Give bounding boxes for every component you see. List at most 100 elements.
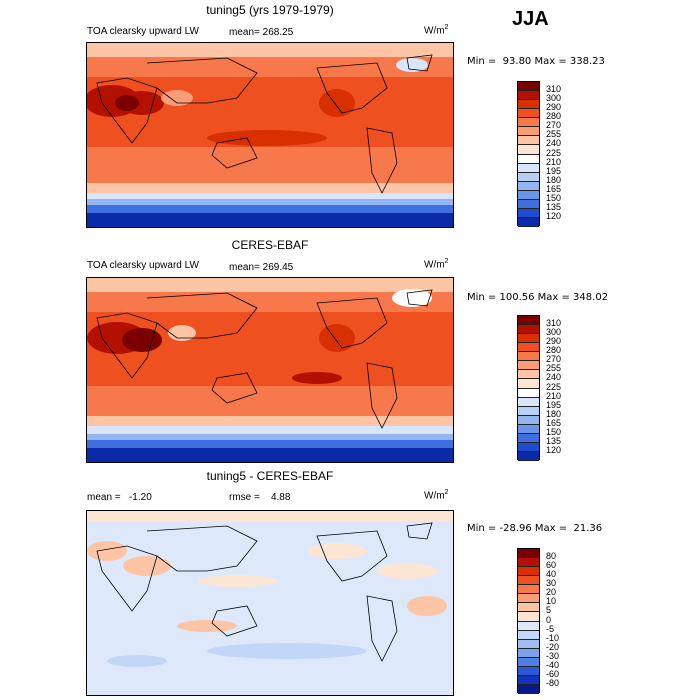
panel2-mean: mean= 269.45 (229, 262, 294, 273)
colorbar-tick-label: 120 (546, 444, 562, 455)
colorbar-tick-label: -10 (546, 632, 560, 643)
panel2-minmax: Min = 100.56 Max = 348.02 (467, 292, 609, 303)
colorbar-tick-label: 280 (546, 345, 562, 356)
panel2-title: CERES-EBAF (231, 238, 309, 252)
colorbar-tick-label: 135 (546, 201, 562, 212)
colorbar-swatch (518, 657, 539, 667)
colorbar-swatch (518, 639, 539, 649)
panel1-map (86, 42, 454, 228)
colorbar-tick-label: 255 (546, 363, 562, 374)
colorbar-swatch (518, 154, 539, 164)
panel2-units: W/m2 (424, 258, 449, 271)
colorbar-swatch (518, 325, 539, 335)
colorbar-swatch (518, 567, 539, 577)
colorbar-swatch (518, 388, 539, 398)
colorbar-swatch (518, 585, 539, 595)
colorbar-tick-label: 240 (546, 138, 562, 149)
panel2-map (86, 277, 454, 463)
colorbar-tick-label: 225 (546, 147, 562, 158)
colorbar-tick-label: 40 (546, 569, 557, 580)
colorbar-swatch (518, 82, 539, 92)
colorbar-tick-label: 180 (546, 174, 562, 185)
panel1-mean: mean= 268.25 (229, 27, 294, 38)
colorbar-tick-label: 240 (546, 372, 562, 383)
colorbar-tick-label: 310 (546, 318, 562, 329)
season-label: JJA (512, 8, 549, 30)
panel1-title: tuning5 (yrs 1979-1979) (206, 3, 334, 17)
colorbar-tick-label: 135 (546, 435, 562, 446)
colorbar-tick-label: 0 (546, 614, 552, 625)
colorbar-tick-label: -5 (546, 623, 555, 634)
colorbar-swatch (518, 406, 539, 416)
colorbar-swatch (518, 549, 539, 559)
colorbar-tick-label: 30 (546, 578, 557, 589)
panel1-map-canvas (87, 43, 453, 227)
colorbar-swatch (518, 127, 539, 137)
colorbar-swatch (518, 208, 539, 218)
colorbar-tick-label: 300 (546, 93, 562, 104)
colorbar-swatch (518, 145, 539, 155)
panel3-colorbar (517, 548, 540, 694)
colorbar-tick-label: 210 (546, 156, 562, 167)
colorbar-tick-label: 290 (546, 336, 562, 347)
panel2-colorbar-labels: 310 300 290 280 270 255 240 225 210 195 180 165 150 1… (546, 315, 586, 460)
colorbar-swatch (518, 109, 539, 119)
colorbar-tick-label: 10 (546, 596, 557, 607)
colorbar-swatch (518, 379, 539, 389)
colorbar-tick-label: 290 (546, 102, 562, 113)
colorbar-swatch (518, 352, 539, 362)
colorbar-tick-label: 280 (546, 111, 562, 122)
colorbar-tick-label: -30 (546, 650, 560, 661)
panel3-map-canvas (87, 511, 453, 695)
colorbar-tick-label: 300 (546, 327, 562, 338)
panel2-colorbar (517, 315, 540, 461)
colorbar-swatch (518, 424, 539, 434)
colorbar-swatch (518, 675, 539, 685)
colorbar-tick-label: 225 (546, 381, 562, 392)
colorbar-swatch (518, 630, 539, 640)
panel2-map-canvas (87, 278, 453, 462)
colorbar-swatch (518, 118, 539, 128)
colorbar-tick-label: 60 (546, 560, 557, 571)
colorbar-swatch (518, 576, 539, 586)
colorbar-swatch (518, 442, 539, 452)
panel3-title: tuning5 - CERES-EBAF (206, 469, 334, 483)
panel1-colorbar (517, 81, 540, 227)
colorbar-swatch (518, 163, 539, 173)
colorbar-tick-label: 80 (546, 551, 557, 562)
colorbar-swatch (518, 181, 539, 191)
colorbar-tick-label: -20 (546, 641, 560, 652)
panel3-units: W/m2 (424, 489, 449, 502)
colorbar-tick-label: 195 (546, 165, 562, 176)
panel3-minmax: Min = -28.96 Max = 21.36 (467, 523, 603, 534)
colorbar-swatch (518, 612, 539, 622)
colorbar-swatch (518, 343, 539, 353)
colorbar-swatch (518, 451, 539, 461)
colorbar-swatch (518, 397, 539, 407)
colorbar-tick-label: 180 (546, 408, 562, 419)
colorbar-tick-label: 255 (546, 129, 562, 140)
colorbar-swatch (518, 190, 539, 200)
colorbar-tick-label: -80 (546, 677, 560, 688)
colorbar-swatch (518, 172, 539, 182)
colorbar-tick-label: 5 (546, 605, 552, 616)
colorbar-swatch (518, 334, 539, 344)
panel3-mean: mean = -1.20 (87, 492, 152, 503)
colorbar-swatch (518, 433, 539, 443)
colorbar-tick-label: 195 (546, 399, 562, 410)
colorbar-swatch (518, 100, 539, 110)
colorbar-tick-label: 210 (546, 390, 562, 401)
colorbar-tick-label: 150 (546, 426, 562, 437)
panel1-colorbar-labels: 310 300 290 280 270 255 240 225 210 195 180 165 150 1… (546, 81, 586, 226)
colorbar-tick-label: 270 (546, 354, 562, 365)
colorbar-swatch (518, 370, 539, 380)
colorbar-tick-label: -60 (546, 668, 560, 679)
colorbar-swatch (518, 316, 539, 326)
colorbar-tick-label: 150 (546, 192, 562, 203)
colorbar-swatch (518, 199, 539, 209)
colorbar-swatch (518, 558, 539, 568)
colorbar-tick-label: -40 (546, 659, 560, 670)
colorbar-tick-label: 310 (546, 84, 562, 95)
colorbar-swatch (518, 621, 539, 631)
colorbar-tick-label: 20 (546, 587, 557, 598)
